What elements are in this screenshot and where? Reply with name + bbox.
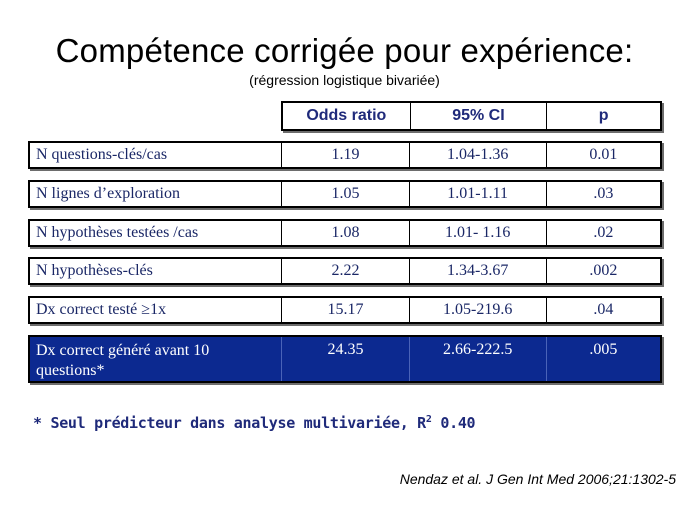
p-cell: .04 bbox=[545, 298, 660, 322]
row-label: N hypothèses-clés bbox=[36, 262, 153, 279]
header-p: p bbox=[546, 103, 660, 129]
odds-ratio-cell: 2.22 bbox=[281, 259, 408, 283]
p-cell: .002 bbox=[545, 259, 660, 283]
table-row-highlighted: Dx correct généré avant 10 questions* 24… bbox=[28, 335, 662, 383]
row-label: N questions-clés/cas bbox=[36, 146, 168, 163]
row-label: N lignes d’exploration bbox=[36, 185, 180, 202]
odds-ratio-cell: 1.08 bbox=[281, 221, 408, 245]
header-odds-ratio: Odds ratio bbox=[306, 107, 387, 124]
footnote-superscript: 2 bbox=[425, 414, 432, 425]
table-row: N lignes d’exploration 1.05 1.01-1.11 .0… bbox=[28, 180, 662, 208]
footnote: * Seul prédicteur dans analyse multivari… bbox=[33, 414, 476, 432]
row-label: Dx correct testé ≥1x bbox=[36, 301, 167, 318]
ci-cell: 2.66-222.5 bbox=[408, 337, 546, 381]
ci-cell: 1.04-1.36 bbox=[408, 143, 546, 167]
slide-title: Compétence corrigée pour expérience: bbox=[55, 32, 634, 69]
p-cell: 0.01 bbox=[545, 143, 660, 167]
p-cell: .005 bbox=[545, 337, 660, 381]
odds-ratio-cell: 1.19 bbox=[281, 143, 408, 167]
p-cell: .03 bbox=[545, 182, 660, 206]
table-row: N hypothèses testées /cas 1.08 1.01- 1.1… bbox=[28, 219, 662, 247]
footnote-value: 0.40 bbox=[431, 414, 476, 432]
table-row: N questions-clés/cas 1.19 1.04-1.36 0.01 bbox=[28, 141, 662, 169]
slide-subtitle: (régression logistique bivariée) bbox=[249, 72, 440, 88]
table-row: Dx correct testé ≥1x 15.17 1.05-219.6 .0… bbox=[28, 296, 662, 324]
ci-cell: 1.34-3.67 bbox=[408, 259, 546, 283]
footnote-text: * Seul prédicteur dans analyse multivari… bbox=[33, 414, 426, 432]
ci-cell: 1.01-1.11 bbox=[408, 182, 546, 206]
citation: Nendaz et al. J Gen Int Med 2006;21:1302… bbox=[399, 471, 676, 487]
table-row: N hypothèses-clés 2.22 1.34-3.67 .002 bbox=[28, 257, 662, 285]
table-header: Odds ratio 95% CI p bbox=[281, 101, 662, 131]
odds-ratio-cell: 1.05 bbox=[281, 182, 408, 206]
odds-ratio-cell: 15.17 bbox=[281, 298, 408, 322]
header-ci: 95% CI bbox=[409, 103, 547, 129]
ci-cell: 1.05-219.6 bbox=[408, 298, 546, 322]
p-cell: .02 bbox=[545, 221, 660, 245]
odds-ratio-cell: 24.35 bbox=[281, 337, 408, 381]
row-label: Dx correct généré avant 10 questions* bbox=[36, 342, 210, 379]
row-label: N hypothèses testées /cas bbox=[36, 224, 199, 241]
ci-cell: 1.01- 1.16 bbox=[408, 221, 546, 245]
